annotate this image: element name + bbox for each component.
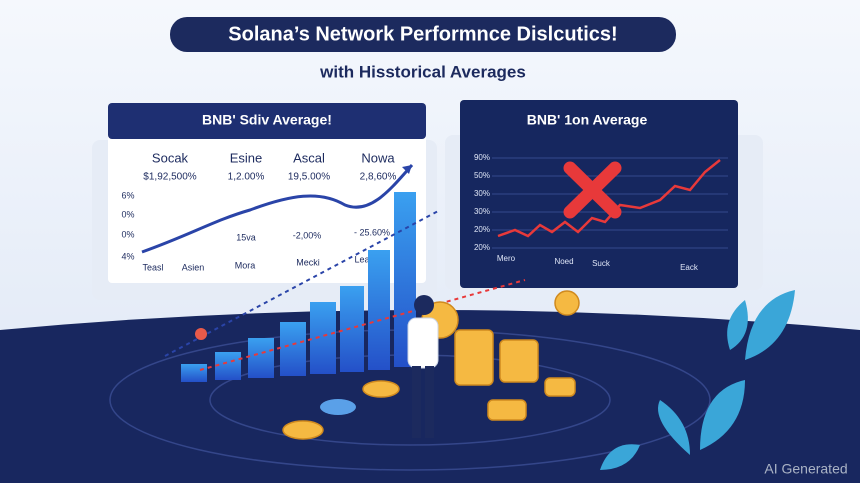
dashed-arrow bbox=[164, 209, 441, 357]
column-value: $1,92,500% bbox=[143, 172, 196, 183]
y-label: 0% bbox=[121, 229, 134, 239]
leaf bbox=[745, 290, 795, 360]
subtitle: with Hisstorical Averages bbox=[319, 62, 526, 81]
x-label: Asien bbox=[182, 262, 205, 272]
bar bbox=[310, 302, 336, 374]
column-name: Socak bbox=[152, 150, 189, 165]
bar bbox=[215, 352, 241, 380]
y-label: 6% bbox=[121, 190, 134, 200]
title-pill bbox=[170, 17, 676, 52]
bar bbox=[181, 364, 207, 382]
x-label: Lea bbox=[354, 254, 369, 264]
arrow-head bbox=[402, 165, 412, 174]
column-value: 19,5.00% bbox=[288, 172, 330, 183]
watermark: AI Generated bbox=[764, 461, 847, 477]
bar bbox=[340, 286, 364, 372]
coin-stack bbox=[454, 329, 494, 386]
y-label: 4% bbox=[121, 251, 134, 261]
coin-stack bbox=[544, 377, 576, 397]
red-line bbox=[497, 159, 721, 238]
x-label: Teasl bbox=[142, 262, 163, 272]
y-label: 30% bbox=[474, 189, 490, 198]
y-label: 0% bbox=[121, 209, 134, 219]
coin bbox=[320, 399, 356, 415]
coin-stack bbox=[487, 399, 527, 421]
leaf bbox=[600, 444, 640, 470]
leaf bbox=[658, 400, 690, 455]
coin bbox=[362, 380, 400, 398]
leaf bbox=[700, 380, 745, 450]
column-name: Ascal bbox=[293, 150, 325, 165]
y-label: 90% bbox=[474, 153, 490, 162]
left-panel-header bbox=[108, 103, 426, 139]
y-label: 30% bbox=[474, 207, 490, 216]
annotation: -2,00% bbox=[293, 230, 322, 240]
dashed-arrow bbox=[199, 279, 526, 371]
y-label: 20% bbox=[474, 243, 490, 252]
annotation: - 25.60% bbox=[354, 227, 390, 237]
y-label: 20% bbox=[474, 225, 490, 234]
x-label: Suck bbox=[592, 259, 611, 268]
column-name: Nowa bbox=[361, 150, 395, 165]
x-label: Mora bbox=[235, 260, 256, 270]
column-name: Esine bbox=[230, 150, 263, 165]
column-value: 2,8,60% bbox=[360, 172, 397, 183]
trend-line bbox=[141, 164, 414, 254]
annotation: 15va bbox=[236, 232, 256, 242]
y-label: 50% bbox=[474, 171, 490, 180]
red-cross bbox=[563, 161, 622, 219]
column-value: 1,2.00% bbox=[228, 172, 265, 183]
leaf bbox=[727, 300, 748, 350]
bar bbox=[280, 322, 306, 376]
x-label: Mecki bbox=[296, 257, 320, 267]
bar bbox=[368, 250, 390, 370]
bar bbox=[248, 338, 274, 378]
title: Solana’s Network Performnce Dislcutics! bbox=[228, 23, 617, 45]
coin bbox=[282, 420, 324, 440]
dot bbox=[195, 328, 207, 340]
coin-stack bbox=[499, 339, 539, 383]
x-label: Noed bbox=[554, 257, 573, 266]
person bbox=[407, 295, 439, 438]
coin bbox=[554, 290, 580, 316]
right-panel-title: BNB' 1on Average bbox=[527, 112, 648, 128]
left-panel bbox=[108, 103, 426, 283]
left-panel-title: BNB' Sdiv Average! bbox=[202, 112, 332, 128]
x-label: Mero bbox=[497, 254, 516, 263]
x-label: Eack bbox=[680, 263, 699, 272]
